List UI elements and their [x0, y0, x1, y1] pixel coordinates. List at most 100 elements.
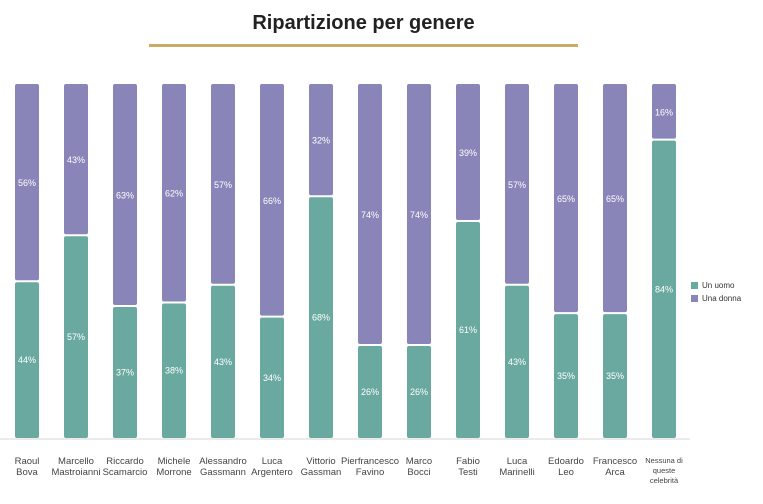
category-label: Francesco Arca — [585, 456, 645, 478]
legend-label-uomo: Un uomo — [702, 281, 735, 290]
data-label-un-uomo: 34% — [263, 373, 281, 383]
category-label-line: Scamarcio — [102, 467, 148, 478]
bar-un-uomo — [554, 314, 578, 438]
data-label-una-donna: 16% — [655, 107, 673, 117]
bar-un-uomo — [652, 140, 676, 438]
bar-una-donna — [407, 84, 431, 344]
legend-swatch-uomo — [691, 282, 698, 289]
bar-una-donna — [505, 84, 529, 284]
bar-una-donna — [652, 84, 676, 139]
bar-un-uomo — [64, 236, 88, 438]
legend-item-uomo: Un uomo — [691, 281, 734, 290]
data-label-un-uomo: 43% — [214, 357, 232, 367]
legend-swatch-donna — [691, 295, 698, 302]
data-label-una-donna: 74% — [410, 210, 428, 220]
category-label-line: Marco — [405, 456, 433, 467]
data-label-un-uomo: 57% — [67, 332, 85, 342]
title-underline — [149, 44, 578, 47]
bar-un-uomo — [603, 314, 627, 438]
data-label-una-donna: 57% — [508, 180, 526, 190]
category-label: Luca Argentero — [242, 456, 302, 478]
category-label: Fabio Testi — [438, 456, 498, 478]
data-label-un-uomo: 43% — [508, 357, 526, 367]
category-label: Riccardo Scamarcio — [95, 456, 155, 478]
category-label-line: Riccardo — [106, 456, 144, 467]
bar-un-uomo — [113, 307, 137, 438]
bar-una-donna — [211, 84, 235, 284]
category-label-line: Leo — [558, 467, 574, 478]
category-label: Luca Marinelli — [487, 456, 547, 478]
data-label-un-uomo: 35% — [557, 371, 575, 381]
bar-una-donna — [162, 84, 186, 302]
data-label-un-uomo: 38% — [165, 366, 183, 376]
category-label-line: Vittorio — [306, 456, 336, 467]
data-label-un-uomo: 44% — [18, 355, 36, 365]
category-label-line: Edoardo — [548, 456, 584, 467]
bar-una-donna — [603, 84, 627, 313]
bar-un-uomo — [211, 285, 235, 438]
category-label-line: Bocci — [407, 467, 431, 478]
category-label-line: Fabio — [456, 456, 480, 467]
legend-label-donna: Una donna — [702, 294, 742, 303]
category-label: Marco Bocci — [389, 456, 449, 478]
category-label-line: Favino — [355, 467, 385, 478]
bar-un-uomo — [456, 222, 480, 438]
category-label-line: celebrità — [649, 476, 679, 485]
bar-un-uomo — [505, 285, 529, 438]
data-label-un-uomo: 35% — [606, 371, 624, 381]
category-label-line: Raoul — [14, 456, 40, 467]
chart-title: Ripartizione per genere — [252, 12, 475, 34]
bar-una-donna — [15, 84, 39, 281]
data-label-una-donna: 65% — [606, 194, 624, 204]
category-label: Nessuna di queste celebrità — [634, 456, 694, 486]
bar-una-donna — [358, 84, 382, 344]
data-label-un-uomo: 37% — [116, 368, 134, 378]
category-label-line: Francesco — [592, 456, 638, 467]
legend-item-donna: Una donna — [691, 294, 741, 303]
category-label-line: Marinelli — [499, 467, 535, 478]
bar-una-donna — [554, 84, 578, 313]
category-label-line: Mastroianni — [51, 467, 101, 478]
category-label: Raoul Bova — [0, 456, 57, 478]
category-label: Vittorio Gassman — [291, 456, 351, 478]
data-label-una-donna: 63% — [116, 191, 134, 201]
category-label-line: Bova — [16, 467, 38, 478]
category-label-line: Gassman — [300, 467, 342, 478]
bar-un-uomo — [358, 345, 382, 438]
data-label-una-donna: 62% — [165, 189, 183, 199]
category-label-line: Pierfrancesco — [340, 456, 400, 467]
category-label: Alessandro Gassmann — [193, 456, 253, 478]
data-label-una-donna: 43% — [67, 155, 85, 165]
data-label-una-donna: 56% — [18, 178, 36, 188]
bar-una-donna — [309, 84, 333, 196]
category-label-line: Luca — [506, 456, 528, 467]
bar-un-uomo — [407, 345, 431, 438]
data-label-una-donna: 66% — [263, 196, 281, 206]
bar-un-uomo — [162, 303, 186, 438]
category-label-line: Arca — [605, 467, 625, 478]
bar-un-uomo — [260, 317, 284, 438]
category-label-line: Luca — [261, 456, 283, 467]
bar-un-uomo — [15, 282, 39, 438]
data-label-un-uomo: 68% — [312, 313, 330, 323]
data-label-un-uomo: 26% — [410, 387, 428, 397]
category-label-line: Testi — [458, 467, 478, 478]
data-label-una-donna: 65% — [557, 194, 575, 204]
category-label-line: Nessuna di — [645, 456, 683, 465]
category-label: Edoardo Leo — [536, 456, 596, 478]
bar-una-donna — [456, 84, 480, 221]
data-label-un-uomo: 26% — [361, 387, 379, 397]
bar-una-donna — [113, 84, 137, 306]
data-label-una-donna: 74% — [361, 210, 379, 220]
data-label-un-uomo: 84% — [655, 284, 673, 294]
category-label: Pierfrancesco Favino — [340, 456, 400, 478]
category-label-line: Morrone — [156, 467, 192, 478]
category-label-line: Alessandro — [199, 456, 247, 467]
category-label-line: Marcello — [58, 456, 94, 467]
category-label: Marcello Mastroianni — [46, 456, 106, 478]
category-label-line: queste — [652, 466, 676, 475]
bar-una-donna — [260, 84, 284, 316]
data-label-una-donna: 39% — [459, 148, 477, 158]
category-label: Michele Morrone — [144, 456, 204, 478]
